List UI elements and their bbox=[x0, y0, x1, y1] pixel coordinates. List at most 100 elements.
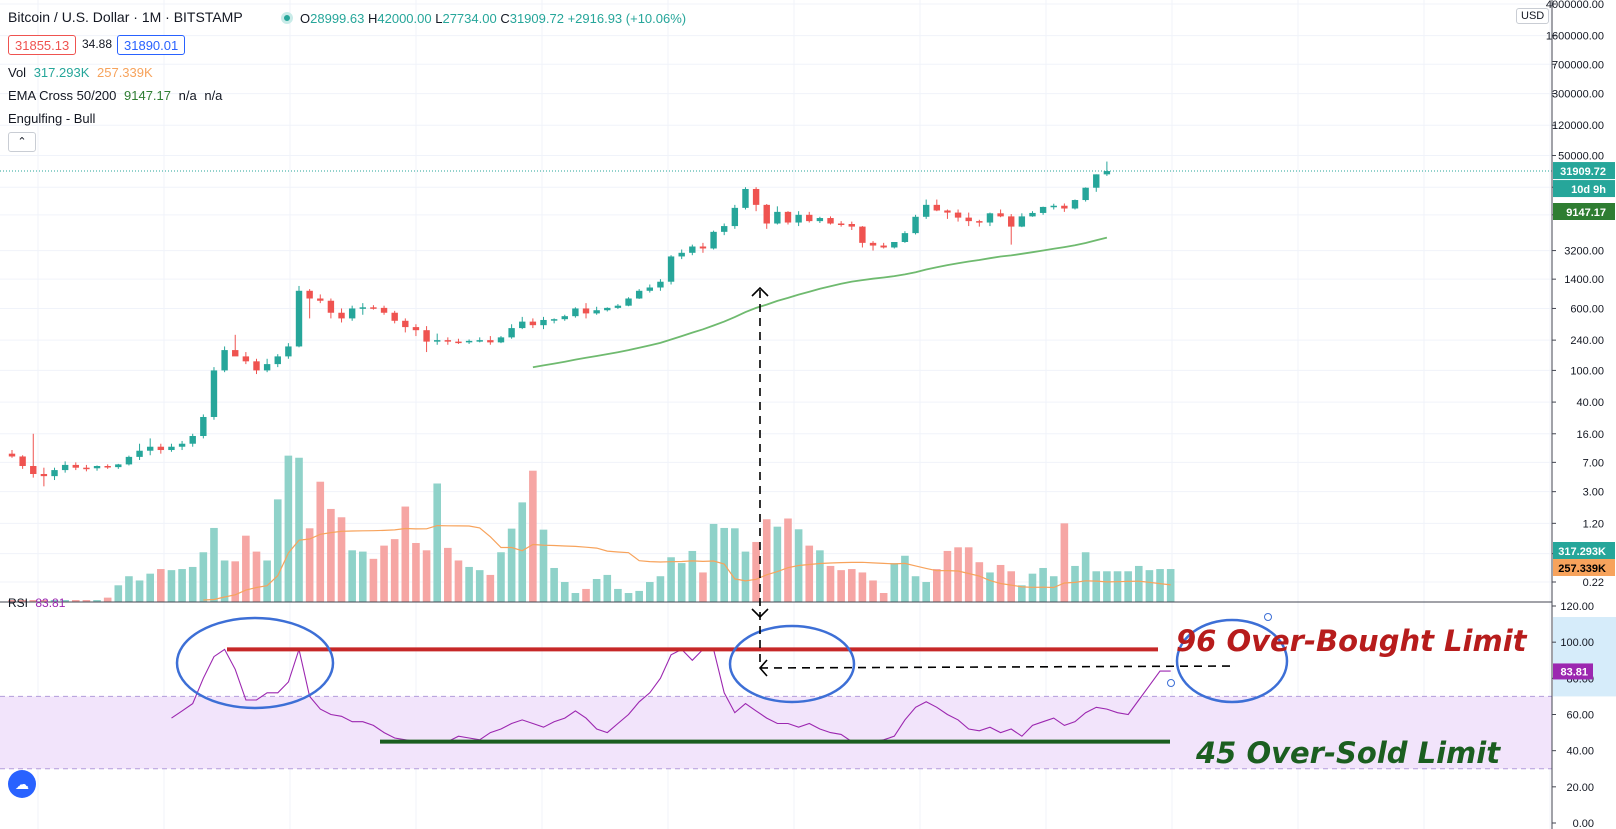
price-tick-label: 7.00 bbox=[1583, 457, 1604, 469]
candle bbox=[561, 314, 568, 321]
buy-price-button[interactable]: 31890.01 bbox=[117, 35, 186, 55]
candle-body bbox=[476, 340, 483, 342]
candle-body bbox=[444, 340, 452, 342]
candle bbox=[359, 303, 366, 315]
candle-body bbox=[965, 217, 972, 222]
overbought-annotation[interactable]: 96 Over-Bought Limit bbox=[1176, 624, 1527, 658]
candle bbox=[582, 303, 590, 319]
candle-body bbox=[348, 308, 356, 319]
volume-ma-tag: 257.339K bbox=[1553, 559, 1615, 576]
arrowhead-up bbox=[751, 286, 769, 297]
candle-body bbox=[146, 446, 154, 451]
candle-body bbox=[859, 226, 866, 243]
candle bbox=[72, 462, 79, 471]
candle-body bbox=[529, 321, 537, 326]
volume-bar bbox=[401, 506, 410, 602]
close-label: C bbox=[500, 11, 510, 26]
volume-bar bbox=[773, 526, 782, 602]
candle bbox=[965, 212, 972, 227]
candle-body bbox=[699, 246, 707, 249]
candle bbox=[253, 358, 260, 375]
horizontal-dashed-arrow bbox=[759, 665, 1237, 669]
svg-text:317.293K: 317.293K bbox=[1558, 546, 1606, 558]
candle bbox=[115, 463, 122, 469]
volume-bar bbox=[103, 597, 112, 602]
volume-bar bbox=[752, 541, 760, 602]
candle bbox=[242, 352, 250, 365]
tradingview-logo-icon[interactable]: ☁ bbox=[8, 770, 36, 798]
candle bbox=[827, 216, 834, 225]
volume-ma-line bbox=[203, 524, 1171, 601]
candle bbox=[848, 221, 855, 231]
volume-bar bbox=[1156, 569, 1164, 602]
volume-bar bbox=[242, 535, 250, 602]
volume-bar bbox=[560, 582, 569, 602]
ema-legend[interactable]: EMA Cross 50/200 9147.17 n/a n/a bbox=[8, 88, 226, 103]
volume-bar bbox=[210, 527, 218, 602]
candle-body bbox=[869, 242, 877, 246]
candle bbox=[1061, 203, 1068, 212]
candle-body bbox=[210, 370, 218, 417]
overbought-circle-1 bbox=[175, 616, 335, 710]
candle-body bbox=[412, 327, 420, 331]
candle-body bbox=[455, 341, 462, 344]
rsi-legend[interactable]: RSI 83.81 bbox=[8, 596, 69, 610]
candle-body bbox=[625, 298, 632, 306]
candle-body bbox=[795, 214, 802, 223]
candle-body bbox=[572, 308, 579, 317]
candle-body bbox=[678, 252, 685, 257]
rsi-axis[interactable]: 120.00100.0080.0060.0040.0020.000.0083.8… bbox=[1552, 601, 1616, 829]
currency-button[interactable]: USD bbox=[1516, 8, 1550, 24]
candle-body bbox=[827, 218, 834, 224]
price-tick-label: 1400.00 bbox=[1564, 274, 1604, 286]
candle bbox=[922, 199, 930, 219]
volume-bar bbox=[826, 565, 835, 602]
drawing-markers[interactable] bbox=[175, 286, 1289, 710]
candle-body bbox=[295, 290, 303, 347]
volume-bar bbox=[677, 563, 686, 602]
volume-bar bbox=[1145, 570, 1154, 602]
candle-body bbox=[189, 436, 196, 444]
candle bbox=[317, 294, 324, 304]
engulfing-legend[interactable]: Engulfing - Bull bbox=[8, 111, 99, 126]
candle bbox=[412, 324, 420, 337]
candle bbox=[30, 433, 37, 478]
symbol-title[interactable]: Bitcoin / U.S. Dollar · 1M · BITSTAMP bbox=[8, 9, 243, 25]
sell-price-button[interactable]: 31855.13 bbox=[8, 35, 77, 55]
candle bbox=[997, 209, 1004, 218]
vol-legend[interactable]: Vol 317.293K 257.339K bbox=[8, 65, 157, 80]
low-value: 27734.00 bbox=[442, 11, 497, 26]
volume-bar bbox=[731, 528, 739, 602]
volume-bar bbox=[71, 600, 80, 602]
candle-body bbox=[285, 346, 292, 357]
rsi-tick-label: 40.00 bbox=[1566, 746, 1594, 758]
volume-bar bbox=[624, 593, 633, 602]
candle bbox=[912, 214, 919, 235]
candle-body bbox=[1093, 174, 1100, 188]
candle bbox=[136, 443, 143, 460]
market-status-icon[interactable] bbox=[281, 12, 293, 24]
volume-bar bbox=[933, 569, 941, 602]
candle-body bbox=[497, 337, 505, 343]
volume-bar bbox=[327, 508, 335, 602]
price-axis[interactable]: 4000000.00 1600000.00 700000.00 300000.00 12… bbox=[1546, 0, 1616, 829]
candle-body bbox=[604, 307, 611, 311]
candle-body bbox=[487, 340, 494, 343]
candle bbox=[806, 211, 813, 223]
candle-body bbox=[221, 350, 228, 371]
candle bbox=[476, 337, 483, 343]
volume-bar bbox=[380, 545, 388, 602]
candle bbox=[348, 305, 356, 321]
candle bbox=[1018, 213, 1026, 228]
candle bbox=[189, 433, 196, 447]
rsi-line bbox=[171, 647, 1171, 743]
ema-value-3: n/a bbox=[204, 88, 223, 103]
candle bbox=[1103, 161, 1111, 176]
oversold-annotation[interactable]: 45 Over-Sold Limit bbox=[1196, 736, 1501, 770]
candle bbox=[232, 334, 239, 357]
collapse-legend-button[interactable]: ⌃ bbox=[8, 132, 36, 152]
candle bbox=[508, 324, 515, 339]
volume-bar bbox=[688, 550, 697, 602]
rsi-tick-label: 20.00 bbox=[1566, 782, 1594, 794]
